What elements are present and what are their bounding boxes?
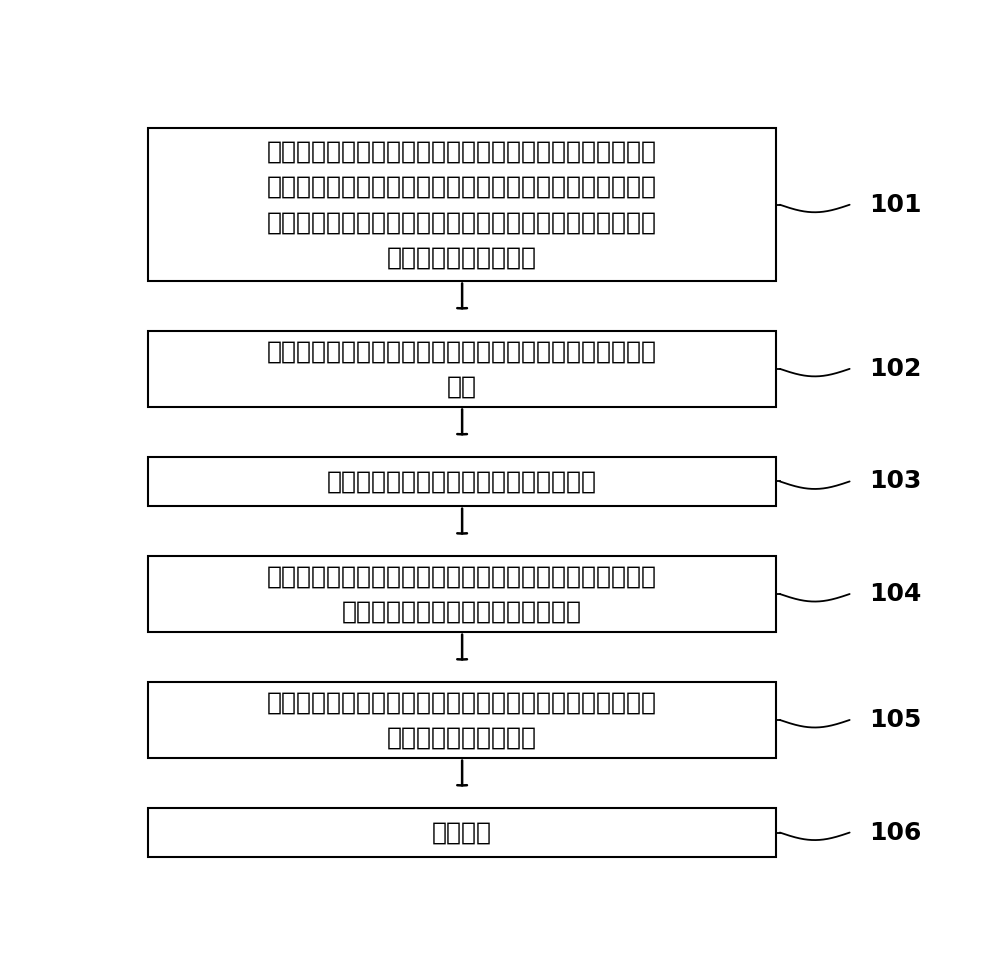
Text: 通过包括氟碳化合物的反应气体进行刻蚀去除目标区域的第
一介质层和第二介质层: 通过包括氟碳化合物的反应气体进行刻蚀去除目标区域的第 一介质层和第二介质层 [267, 690, 657, 750]
Text: 通过包括氟碳化合物的反应气体进行刻蚀: 通过包括氟碳化合物的反应气体进行刻蚀 [327, 469, 597, 494]
Bar [148, 808, 776, 857]
Text: 通过包括氟碳化合物和氢气的反应气体进行刻蚀在光阻和刻
蚀形成的图形的表面形成所述保护层: 通过包括氟碳化合物和氢气的反应气体进行刻蚀在光阻和刻 蚀形成的图形的表面形成所述… [267, 564, 657, 624]
Bar [148, 457, 776, 507]
Text: 105: 105 [869, 708, 921, 732]
Text: 104: 104 [869, 582, 921, 606]
Bar [148, 129, 776, 281]
Text: 103: 103 [869, 469, 921, 494]
Text: 106: 106 [869, 821, 921, 844]
Bar [148, 331, 776, 407]
Text: 去除光阻: 去除光阻 [432, 821, 492, 844]
Bar [148, 682, 776, 758]
Bar [148, 556, 776, 632]
Text: 101: 101 [869, 192, 922, 217]
Text: 通过光刻工艺在抗反射层层上除目标区域以外的其它区域覆
盖光阻，抗反射层层形成于第一介质层上，第一介质层形成
于第二介质层上，第二介质层形成于第三介质层上，第三介: 通过光刻工艺在抗反射层层上除目标区域以外的其它区域覆 盖光阻，抗反射层层形成于第… [267, 140, 657, 269]
Text: 通过包括低刻蚀速率的反应气体刻蚀去除目标区域的抗反射
层层: 通过包括低刻蚀速率的反应气体刻蚀去除目标区域的抗反射 层层 [267, 339, 657, 398]
Text: 102: 102 [869, 357, 921, 381]
